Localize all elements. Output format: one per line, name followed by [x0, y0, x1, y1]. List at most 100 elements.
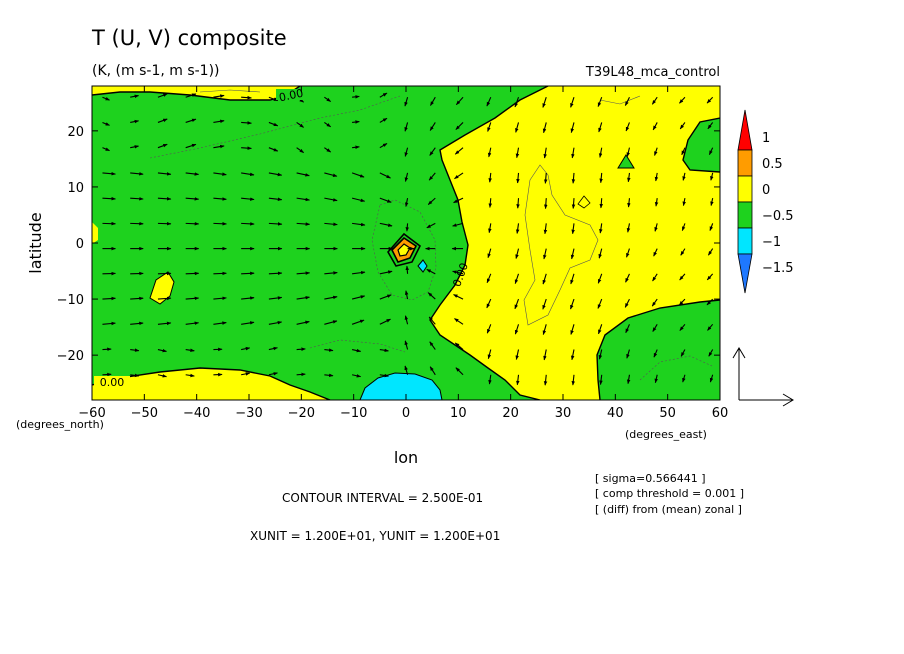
contour-label-bg-2 — [94, 376, 130, 387]
wind-vector — [488, 374, 492, 385]
wind-vector — [652, 324, 658, 332]
wind-vector — [130, 296, 144, 301]
wind-vector — [379, 270, 393, 275]
wind-vector — [515, 147, 520, 159]
wind-vector — [379, 373, 389, 378]
x-tick-label: −20 — [288, 406, 315, 421]
colorbar-tick-label: −1.5 — [762, 261, 794, 276]
wind-vector — [453, 294, 464, 300]
wind-vector — [706, 298, 714, 306]
wind-vector — [426, 222, 436, 229]
wind-vector — [653, 248, 658, 257]
wind-vector — [185, 348, 195, 352]
y-unit-label: (degrees_north) — [16, 418, 104, 431]
wind-vector — [157, 197, 172, 201]
wind-vector — [626, 374, 631, 385]
y-tick-label: −10 — [57, 293, 84, 308]
wind-vector — [452, 222, 464, 227]
wind-vector — [652, 273, 658, 282]
wind-vector — [706, 273, 714, 281]
wind-vector — [405, 265, 409, 274]
wind-vector — [653, 349, 658, 358]
ref-vector-horizontal-head — [782, 393, 794, 407]
reference-vector — [732, 347, 794, 407]
wind-vector — [404, 365, 409, 375]
wind-vector — [268, 96, 279, 102]
colorbar-segment — [737, 201, 753, 229]
wind-vector — [543, 374, 548, 386]
wind-vector — [428, 172, 436, 181]
wind-vector — [379, 143, 388, 149]
wind-vector — [654, 223, 658, 232]
wind-vector — [296, 296, 310, 300]
wind-vector — [625, 324, 630, 334]
wind-vector — [487, 248, 492, 259]
thin-contour-2 — [371, 199, 437, 301]
chart-subtitle: (K, (m s-1, m s-1)) — [92, 63, 220, 79]
wind-vector — [379, 222, 393, 227]
wind-vector — [626, 147, 630, 157]
wind-vector — [570, 273, 575, 285]
wind-vector — [542, 324, 547, 335]
x-tick-label: 30 — [555, 406, 572, 421]
wind-vector — [515, 349, 520, 360]
wind-vector — [455, 367, 464, 376]
wind-vector — [379, 92, 388, 98]
wind-vector — [678, 298, 686, 306]
wind-vector — [454, 147, 464, 155]
wind-vector — [682, 198, 686, 207]
wind-vector — [185, 93, 197, 98]
info-line-2: [ comp threshold = 0.001 ] — [595, 487, 744, 500]
wind-vector — [241, 321, 255, 325]
wind-vector — [296, 347, 306, 351]
wind-vector — [296, 222, 311, 226]
info-line-1: [ sigma=0.566441 ] — [595, 472, 706, 485]
wind-vector — [654, 172, 659, 182]
thin-contour-4 — [309, 339, 406, 353]
y-axis-title: latitude — [26, 212, 45, 273]
wind-vector — [379, 197, 392, 203]
contour-center-core — [397, 243, 411, 257]
wind-vector — [102, 121, 110, 126]
colorbar-segment — [737, 175, 753, 203]
wind-vector — [570, 122, 575, 134]
wind-vector — [130, 119, 139, 124]
wind-vector — [651, 96, 658, 105]
wind-vector — [624, 298, 630, 308]
y-tick-label: 0 — [76, 237, 84, 252]
wind-vector — [185, 296, 200, 301]
wind-vector — [516, 374, 520, 386]
vector-unit-text: XUNIT = 1.200E+01, YUNIT = 1.200E+01 — [250, 529, 500, 543]
wind-vector — [486, 96, 492, 107]
x-tick-label: −60 — [78, 406, 105, 421]
wind-vector — [296, 271, 311, 275]
wind-vector — [351, 172, 365, 178]
wind-vector — [185, 197, 200, 201]
wind-vector — [404, 340, 409, 350]
wind-vector — [352, 222, 366, 227]
wind-vector — [597, 324, 603, 335]
wind-vector — [571, 198, 576, 209]
wind-vector — [268, 346, 278, 351]
wind-vector — [626, 223, 631, 233]
wind-vector — [241, 296, 255, 300]
wind-vector — [707, 248, 714, 256]
wind-vector — [597, 97, 603, 108]
wind-vector — [324, 373, 334, 378]
thin-contour-7 — [599, 95, 641, 105]
wind-vector — [268, 271, 283, 276]
region-south-cyan — [360, 373, 442, 400]
wind-vector — [455, 96, 464, 106]
wind-vector — [682, 172, 686, 181]
wind-vector — [351, 319, 365, 325]
contour-label-2: 0.00 — [100, 376, 125, 389]
wind-vector — [652, 122, 658, 131]
wind-vector — [428, 316, 436, 325]
wind-vector — [379, 318, 391, 325]
wind-vector — [404, 290, 409, 300]
x-tick-label: −10 — [340, 406, 367, 421]
wind-vector — [515, 122, 520, 133]
wind-vector — [102, 196, 116, 201]
wind-vector — [213, 222, 227, 226]
wind-vector — [625, 122, 630, 132]
